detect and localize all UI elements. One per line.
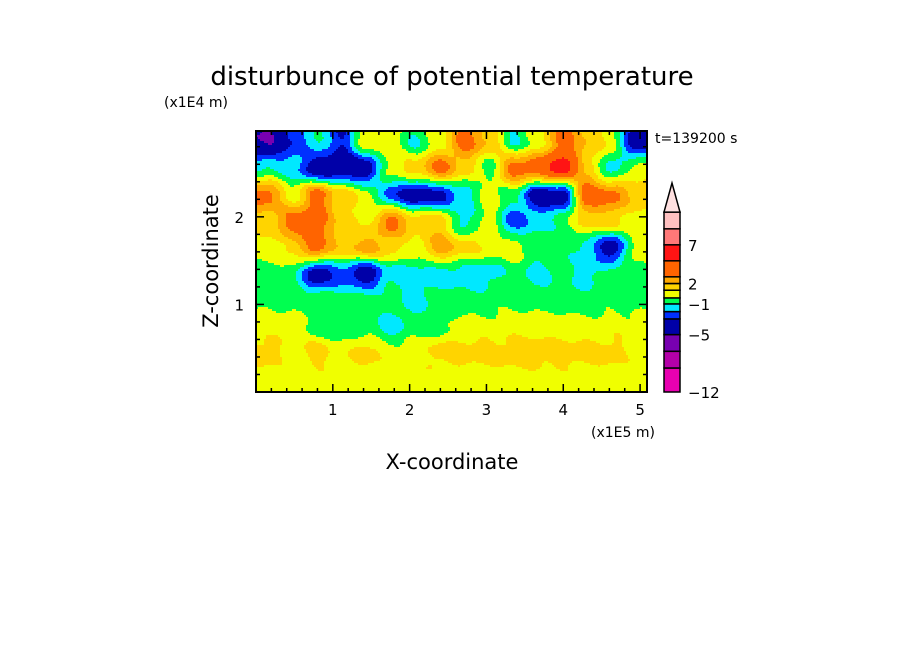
- x-axis-label: X-coordinate: [386, 450, 519, 474]
- colorbar-label: −1: [688, 296, 710, 314]
- contour-field: [256, 131, 647, 392]
- chart-title: disturbunce of potential temperature: [210, 62, 693, 92]
- colorbar-swatch: [663, 282, 681, 291]
- colorbar: −12−5−127: [663, 180, 720, 402]
- colorbar-swatch: [663, 350, 681, 369]
- colorbar-swatch: [663, 244, 681, 262]
- colorbar-label: 7: [688, 237, 698, 255]
- colorbar-label: 2: [688, 276, 698, 294]
- time-label: t=139200 s: [655, 131, 737, 147]
- colorbar-swatch: [663, 211, 681, 230]
- x-tick-label: 2: [405, 401, 415, 419]
- colorbar-swatch: [663, 367, 681, 393]
- colorbar-swatch: [663, 297, 681, 305]
- colorbar-label: −12: [688, 384, 720, 402]
- colorbar-extend-triangle: [663, 180, 681, 213]
- plot-frame: [255, 130, 648, 393]
- colorbar-swatch: [663, 289, 681, 299]
- colorbar-swatch: [663, 228, 681, 246]
- x-tick-label: 3: [482, 401, 492, 419]
- x-scale-label: (x1E5 m): [591, 425, 655, 441]
- x-tick-label: 1: [328, 401, 338, 419]
- x-tick-label: 4: [558, 401, 568, 419]
- y-axis-label: Z-coordinate: [199, 194, 223, 328]
- colorbar-swatch: [663, 276, 681, 285]
- y-tick-label: 1: [234, 296, 244, 314]
- y-scale-label: (x1E4 m): [164, 95, 228, 111]
- colorbar-swatch: [663, 333, 681, 353]
- colorbar-swatch: [663, 318, 681, 336]
- colorbar-swatch: [663, 260, 681, 278]
- colorbar-swatch: [663, 303, 681, 313]
- x-tick-label: 5: [635, 401, 645, 419]
- colorbar-swatch: [663, 310, 681, 320]
- y-tick-label: 2: [234, 209, 244, 227]
- axis-ticks: 1 2 3 4 5 1 2: [234, 131, 647, 419]
- colorbar-label: −5: [688, 327, 710, 345]
